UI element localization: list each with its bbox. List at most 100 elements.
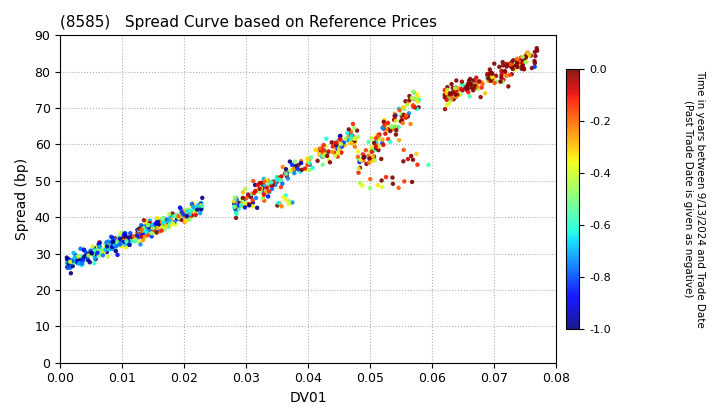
Point: [320, 135, 332, 142]
Point: [168, 213, 180, 220]
Point: [483, 70, 495, 77]
Point: [413, 97, 424, 104]
Point: [268, 178, 279, 185]
Point: [181, 214, 193, 220]
Point: [377, 142, 389, 148]
Point: [237, 196, 248, 203]
Point: [389, 116, 400, 123]
Point: [159, 221, 171, 228]
Point: [133, 225, 145, 232]
Point: [228, 204, 240, 210]
Point: [165, 216, 176, 223]
Point: [327, 143, 338, 150]
Point: [237, 194, 248, 201]
Point: [150, 220, 161, 227]
Point: [451, 86, 462, 93]
Point: [195, 207, 207, 213]
Point: [120, 237, 132, 244]
Point: [504, 62, 516, 68]
Point: [240, 200, 252, 207]
Point: [444, 97, 456, 104]
Point: [462, 84, 474, 90]
Point: [129, 233, 140, 240]
Point: [379, 130, 391, 137]
Point: [64, 258, 76, 265]
Point: [282, 175, 294, 182]
Point: [184, 209, 196, 216]
Point: [467, 77, 479, 84]
Point: [197, 202, 208, 209]
Point: [155, 218, 166, 225]
Point: [473, 86, 485, 92]
Point: [188, 204, 199, 211]
Point: [281, 197, 292, 203]
Point: [252, 182, 264, 189]
Point: [107, 239, 119, 245]
Point: [294, 168, 306, 175]
Point: [379, 117, 390, 123]
Point: [461, 81, 472, 88]
Point: [382, 136, 394, 142]
Point: [310, 147, 321, 153]
Point: [348, 136, 359, 143]
Point: [370, 144, 382, 151]
Point: [354, 159, 365, 165]
Point: [386, 123, 397, 130]
Point: [521, 54, 532, 61]
Point: [140, 233, 152, 239]
Point: [316, 153, 328, 160]
Point: [181, 213, 192, 220]
Point: [178, 211, 189, 218]
Point: [408, 103, 420, 110]
Point: [274, 177, 285, 184]
Point: [71, 259, 83, 266]
Point: [138, 217, 150, 223]
Point: [187, 203, 199, 210]
Point: [107, 242, 118, 249]
Point: [369, 157, 381, 163]
Point: [247, 197, 258, 204]
Point: [117, 229, 128, 236]
Point: [408, 88, 419, 95]
Point: [511, 58, 523, 65]
Point: [333, 146, 345, 152]
Point: [411, 91, 423, 97]
Point: [366, 147, 378, 154]
Point: [485, 69, 496, 76]
Point: [147, 225, 158, 231]
Point: [126, 233, 138, 240]
Point: [374, 131, 385, 138]
Point: [104, 244, 116, 251]
Point: [266, 179, 277, 186]
Point: [187, 202, 199, 209]
Point: [336, 149, 347, 156]
Point: [259, 178, 271, 185]
Y-axis label: Time in years between 9/13/2024 and Trade Date
(Past Trade Date is given as nega: Time in years between 9/13/2024 and Trad…: [683, 70, 705, 328]
Point: [158, 225, 169, 231]
Point: [413, 104, 424, 111]
Point: [377, 136, 388, 143]
Point: [163, 217, 174, 223]
Point: [138, 236, 149, 243]
Point: [330, 145, 342, 152]
Point: [390, 118, 402, 124]
Point: [451, 85, 462, 92]
Point: [504, 72, 516, 79]
Point: [100, 247, 112, 253]
Point: [63, 260, 74, 267]
Point: [402, 113, 414, 120]
Point: [186, 201, 198, 207]
Point: [482, 71, 493, 78]
Point: [158, 218, 169, 224]
Point: [187, 209, 199, 216]
Point: [485, 69, 497, 76]
Point: [496, 71, 508, 78]
Point: [93, 242, 104, 249]
Point: [480, 90, 491, 97]
Point: [304, 161, 315, 168]
Point: [185, 207, 197, 214]
Point: [328, 143, 339, 150]
Point: [370, 138, 382, 145]
Point: [117, 238, 129, 245]
Point: [86, 250, 97, 257]
